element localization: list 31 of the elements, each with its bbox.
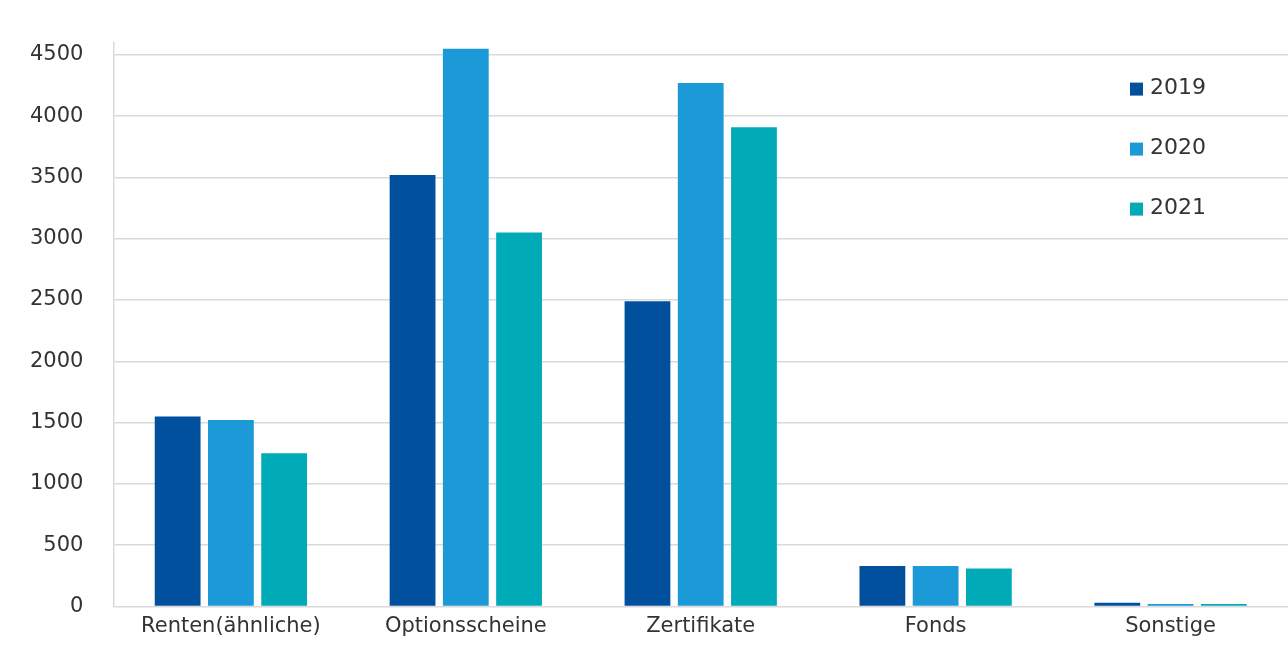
x-tick-label: Sonstige [1125,613,1216,638]
bar [154,416,201,606]
bar [442,48,489,606]
bar [624,301,671,606]
y-tick-label: 3000 [29,225,84,250]
bar [496,232,542,606]
y-tick-label: 2500 [29,286,84,311]
bar [859,565,906,606]
y-tick-label: 4500 [29,41,84,66]
y-tick-label: 1000 [29,470,84,495]
y-tick-label: 2000 [29,347,84,372]
y-tick-label: 0 [70,592,84,617]
legend-label: 2020 [1150,134,1206,160]
bar [677,83,724,606]
legend-label: 2019 [1150,74,1206,100]
y-tick-label: 1500 [29,409,84,434]
y-tick-label: 4000 [29,102,84,127]
bar [208,420,254,606]
x-tick-label: Renten(ähnliche) [141,613,321,638]
bar [731,127,777,606]
bar [261,453,308,606]
bar [965,568,1012,606]
legend-label: 2021 [1150,194,1206,220]
x-tick-label: Fonds [904,613,967,638]
y-tick-label: 3500 [29,163,84,188]
x-tick-label: Zertifikate [646,613,756,638]
bar [1094,602,1141,606]
bar [912,565,959,606]
y-tick-label: 500 [43,531,84,556]
x-tick-label: Optionsscheine [384,613,547,638]
bar [389,174,436,606]
